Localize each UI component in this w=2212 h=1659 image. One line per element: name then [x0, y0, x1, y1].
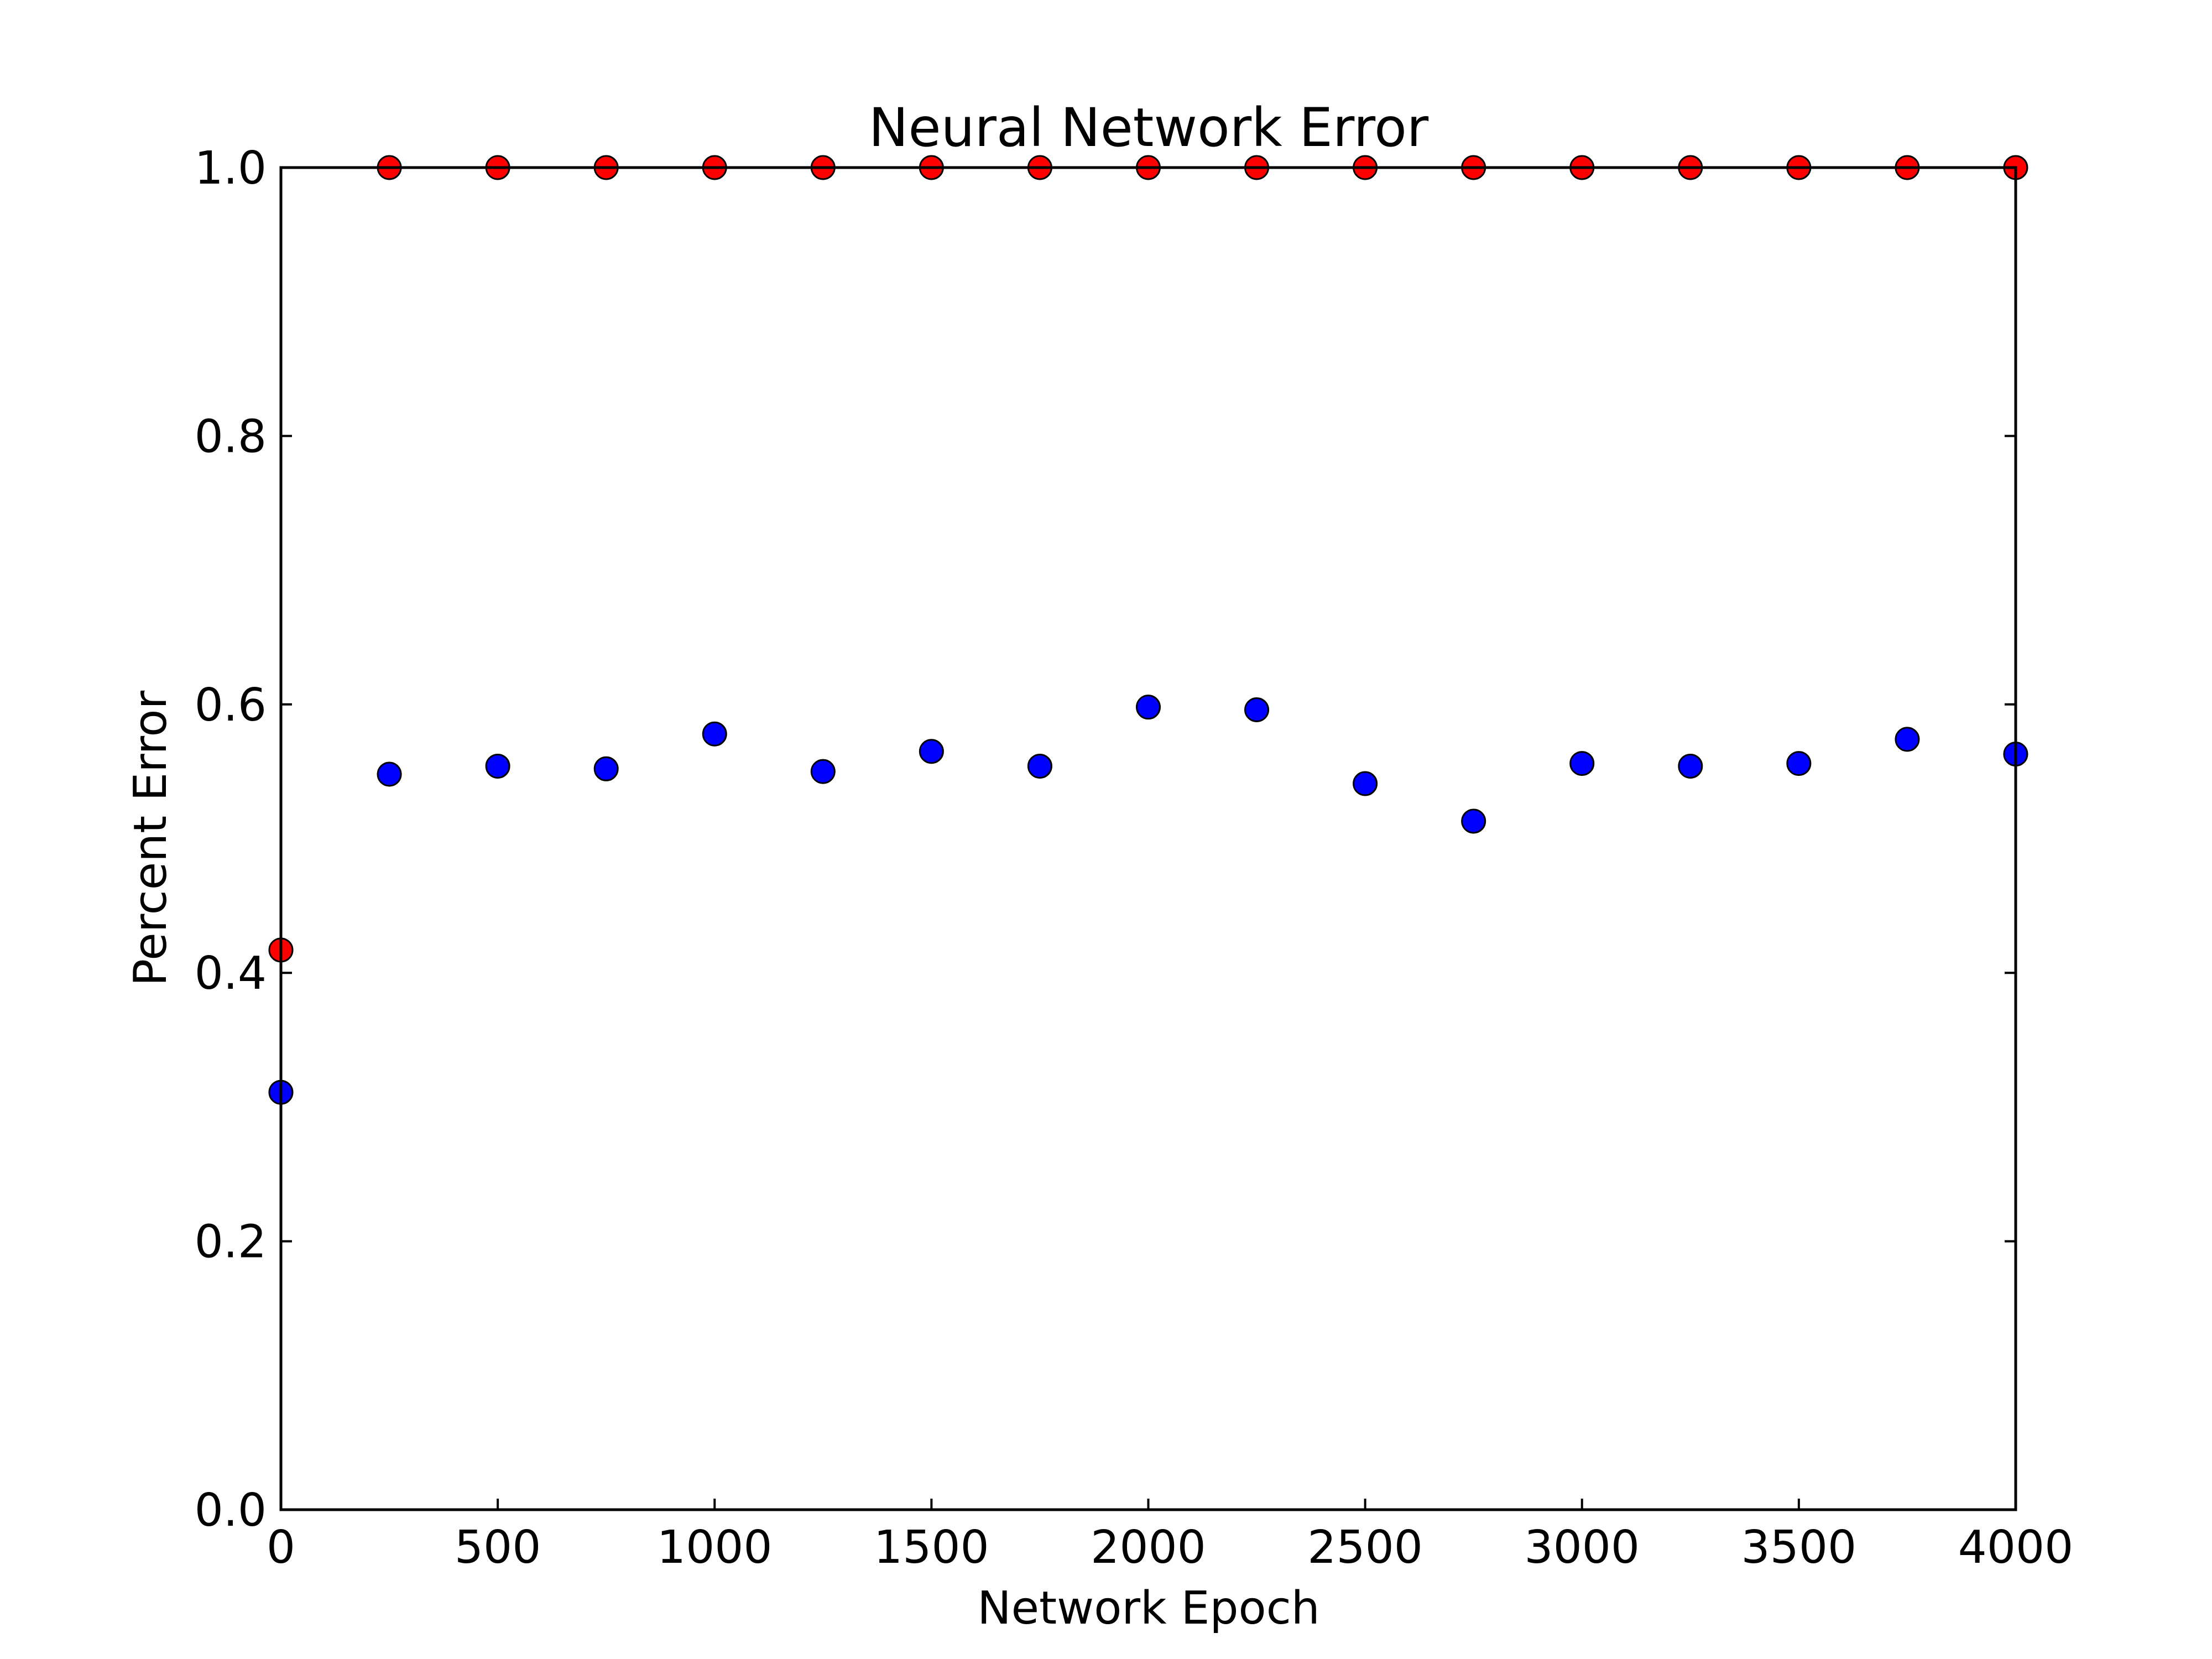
y-tick-label: 1.0: [195, 142, 267, 195]
x-tick-label: 0: [267, 1521, 295, 1574]
x-tick-label: 500: [455, 1521, 541, 1574]
data-point: [702, 721, 727, 747]
x-tick-label: 1500: [874, 1521, 989, 1574]
y-tick-label: 0.4: [195, 947, 267, 1000]
data-point: [919, 739, 944, 764]
data-point: [1786, 751, 1812, 776]
x-tick-label: 2500: [1307, 1521, 1423, 1574]
data-point: [1678, 753, 1703, 779]
data-point: [1353, 771, 1378, 796]
data-point: [1027, 753, 1052, 779]
data-point: [593, 756, 619, 781]
data-point: [810, 759, 836, 784]
x-tick-label: 4000: [1958, 1521, 2074, 1574]
data-point: [1569, 751, 1595, 776]
y-tick-label: 0.2: [195, 1216, 267, 1269]
x-tick-label: 3500: [1741, 1521, 1857, 1574]
data-point: [1244, 697, 1270, 723]
x-axis-label: Network Epoch: [977, 1582, 1320, 1635]
x-tick-label: 2000: [1091, 1521, 1206, 1574]
y-tick-label: 0.0: [195, 1484, 267, 1537]
chart-title: Neural Network Error: [869, 97, 1429, 159]
y-axis-label: Percent Error: [124, 690, 177, 986]
series-1: [268, 695, 2028, 1105]
x-tick-label: 1000: [657, 1521, 773, 1574]
y-tick-label: 0.6: [195, 679, 267, 732]
ticks-layer: 0 500 1000 1500 2000 2500 3000 3500 4000 0.0 0.2 0.…: [195, 142, 2074, 1574]
data-point: [1895, 727, 1920, 752]
plot-frame: [279, 166, 2017, 1511]
data-point: [1136, 695, 1161, 720]
x-tick-label: 3000: [1524, 1521, 1640, 1574]
data-point: [377, 761, 402, 787]
y-tick-label: 0.8: [195, 410, 267, 463]
data-point: [485, 753, 510, 779]
data-point: [1461, 808, 1486, 834]
